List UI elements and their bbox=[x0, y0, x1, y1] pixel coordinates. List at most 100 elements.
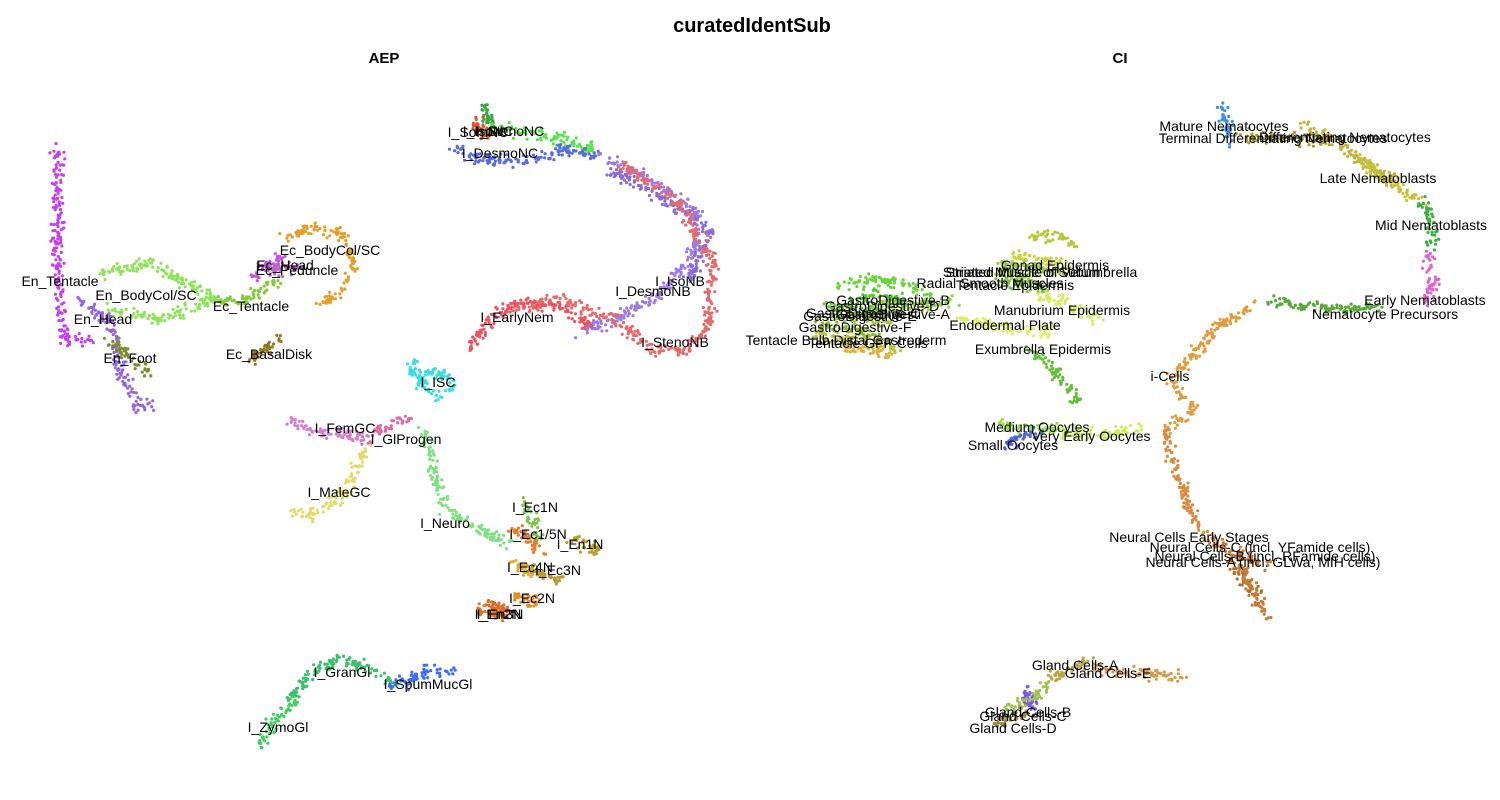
cell-point bbox=[131, 377, 135, 381]
cell-point bbox=[102, 336, 107, 340]
cell-point bbox=[478, 526, 482, 530]
cell-point bbox=[698, 269, 703, 273]
cell-point bbox=[616, 165, 621, 169]
cell-point bbox=[1358, 153, 1362, 157]
cell-point bbox=[475, 130, 479, 134]
cell-point bbox=[1375, 163, 1379, 167]
cell-point bbox=[113, 307, 117, 311]
cell-point bbox=[586, 324, 590, 328]
cell-point bbox=[469, 525, 473, 529]
cell-point bbox=[634, 334, 639, 338]
cell-point bbox=[135, 269, 139, 273]
cell-point bbox=[1254, 581, 1259, 585]
cell-point bbox=[430, 477, 434, 481]
cell-point bbox=[709, 272, 713, 276]
cell-point bbox=[372, 429, 376, 433]
cell-point bbox=[1223, 109, 1227, 113]
cell-point bbox=[648, 299, 652, 303]
cell-point bbox=[656, 180, 660, 185]
cell-point bbox=[506, 307, 510, 311]
cell-point bbox=[669, 346, 674, 350]
cell-point bbox=[1028, 691, 1032, 695]
cell-point bbox=[196, 305, 200, 309]
cell-point bbox=[241, 294, 245, 298]
cell-point bbox=[59, 341, 63, 345]
cell-point bbox=[496, 131, 500, 135]
cell-point bbox=[1173, 676, 1177, 680]
cell-point bbox=[1163, 429, 1167, 433]
cluster-i-stenonc bbox=[490, 121, 597, 158]
cell-point bbox=[115, 335, 119, 339]
cell-point bbox=[59, 329, 63, 333]
cell-point bbox=[510, 526, 514, 531]
cell-point bbox=[565, 540, 569, 545]
cell-point bbox=[1185, 675, 1189, 680]
cell-point bbox=[615, 155, 620, 159]
cell-point bbox=[1427, 207, 1431, 211]
cell-point bbox=[519, 131, 523, 135]
cell-point bbox=[501, 302, 505, 306]
cell-point bbox=[892, 286, 896, 290]
cell-point bbox=[684, 250, 689, 254]
cell-point bbox=[704, 243, 708, 247]
cell-point bbox=[622, 178, 627, 182]
cell-point bbox=[438, 395, 442, 399]
cell-point bbox=[167, 276, 171, 280]
cell-point bbox=[320, 434, 324, 438]
cell-point bbox=[492, 532, 496, 536]
cell-point bbox=[378, 426, 382, 430]
cell-point bbox=[103, 277, 107, 282]
cell-point bbox=[486, 120, 490, 124]
cell-point bbox=[293, 423, 297, 427]
cell-point bbox=[640, 178, 644, 182]
cell-point bbox=[474, 159, 478, 163]
cell-point bbox=[590, 550, 595, 554]
cell-point bbox=[292, 508, 296, 512]
cell-point bbox=[1244, 587, 1248, 591]
cell-point bbox=[1245, 309, 1249, 313]
cell-point bbox=[348, 433, 352, 437]
cell-point bbox=[708, 316, 712, 320]
cell-point bbox=[440, 371, 444, 375]
cell-point bbox=[440, 478, 444, 482]
cell-point bbox=[304, 676, 308, 680]
cell-point bbox=[596, 149, 600, 153]
cell-point bbox=[551, 142, 555, 146]
cell-point bbox=[323, 428, 327, 432]
cell-point bbox=[272, 278, 276, 282]
cell-point bbox=[656, 345, 660, 349]
cell-point bbox=[623, 163, 627, 167]
cell-point bbox=[299, 507, 303, 511]
cell-point bbox=[691, 223, 695, 227]
cell-point bbox=[361, 435, 365, 439]
cell-point bbox=[54, 203, 58, 207]
cell-point bbox=[545, 293, 549, 297]
cell-point bbox=[855, 284, 859, 289]
cell-point bbox=[54, 163, 58, 167]
cluster-i-stenonb bbox=[508, 160, 721, 358]
cell-point bbox=[1427, 277, 1432, 281]
cell-point bbox=[615, 171, 619, 176]
cell-point bbox=[714, 277, 718, 281]
cell-point bbox=[1058, 677, 1062, 681]
cell-point bbox=[877, 275, 882, 280]
cell-point bbox=[471, 124, 475, 128]
cell-point bbox=[1433, 242, 1438, 246]
cell-point bbox=[139, 266, 143, 270]
cell-point bbox=[307, 512, 311, 516]
cell-point bbox=[497, 533, 501, 537]
cell-point bbox=[271, 282, 275, 286]
cell-point bbox=[59, 250, 63, 255]
cell-point bbox=[389, 424, 393, 428]
cell-point bbox=[442, 369, 446, 373]
cell-point bbox=[431, 466, 435, 470]
cell-point bbox=[1168, 431, 1172, 436]
cell-point bbox=[432, 389, 436, 393]
cell-point bbox=[713, 306, 717, 311]
cell-point bbox=[1247, 590, 1251, 594]
cell-point bbox=[589, 145, 593, 150]
cell-point bbox=[275, 333, 279, 337]
cell-point bbox=[708, 249, 712, 253]
cell-point bbox=[1420, 205, 1424, 209]
cell-point bbox=[352, 480, 356, 484]
